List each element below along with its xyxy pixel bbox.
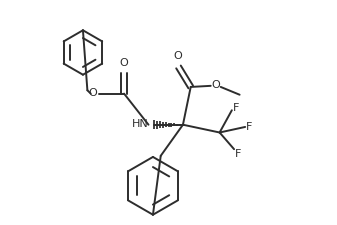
Text: F: F: [235, 148, 242, 159]
Text: O: O: [89, 88, 97, 97]
Text: O: O: [212, 80, 221, 90]
Text: F: F: [233, 103, 239, 113]
Text: O: O: [173, 51, 182, 61]
Text: O: O: [120, 58, 128, 68]
Text: F: F: [246, 122, 253, 132]
Text: HN: HN: [132, 119, 149, 129]
